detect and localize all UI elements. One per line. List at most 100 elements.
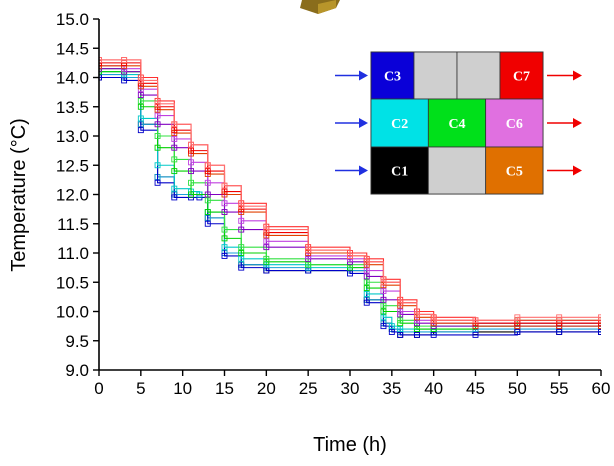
series-point <box>154 121 161 128</box>
series-point <box>380 302 387 309</box>
series-point <box>397 308 404 315</box>
series-point <box>204 220 211 227</box>
series-point <box>238 203 245 210</box>
x-tick-label: 30 <box>341 379 360 398</box>
x-tick-label: 55 <box>550 379 569 398</box>
y-tick-label: 15.0 <box>56 10 89 29</box>
series-point <box>363 258 370 265</box>
series-point <box>188 191 194 198</box>
x-tick-label: 40 <box>424 379 443 398</box>
series-point <box>363 267 370 274</box>
series-point <box>430 317 437 324</box>
series-point <box>380 314 387 321</box>
series-point <box>188 147 194 154</box>
series-point <box>137 77 144 84</box>
flow-arrow-head <box>359 118 368 128</box>
flow-arrow-head <box>573 165 582 176</box>
series-point <box>598 314 601 321</box>
inset-cell <box>370 146 429 195</box>
series-point <box>556 329 563 335</box>
series-point <box>397 331 404 338</box>
series-point <box>204 197 211 204</box>
series-point <box>363 299 370 306</box>
series-point <box>556 314 563 321</box>
x-tick-label: 50 <box>508 379 527 398</box>
flow-arrow-head <box>359 165 368 176</box>
inset-cells: C3 C7 C2 C4 C6 C1 C5 <box>370 51 544 195</box>
inset-cell <box>370 51 415 100</box>
series-point <box>363 291 370 297</box>
inset-cell-label: C6 <box>506 117 523 132</box>
series-line-2 <box>99 76 601 336</box>
x-tick-label: 15 <box>215 379 234 398</box>
x-tick-label: 0 <box>94 379 103 398</box>
series-point <box>188 159 194 166</box>
series-point <box>413 331 420 338</box>
series-point <box>204 162 211 169</box>
flow-arrow-head <box>573 70 582 81</box>
series-point <box>598 329 601 335</box>
series-point <box>380 288 387 294</box>
series-point <box>363 285 370 292</box>
series-point <box>305 247 312 254</box>
y-tick-label: 13.5 <box>56 98 89 117</box>
flow-arrow-head <box>359 70 368 81</box>
series-point <box>221 244 228 251</box>
series-point <box>171 127 178 134</box>
series-line-10 <box>99 59 601 321</box>
series-point <box>397 299 404 306</box>
series-point <box>221 226 228 233</box>
series-point <box>221 188 228 195</box>
series-point <box>204 179 211 186</box>
inset-cell-label: C3 <box>384 70 401 85</box>
series-point <box>380 279 387 286</box>
series-point <box>154 133 161 139</box>
series-point <box>430 331 437 338</box>
series-point <box>188 179 194 186</box>
series-point <box>380 323 387 330</box>
inset-cell <box>427 146 487 195</box>
series-point <box>171 185 178 192</box>
y-tick-label: 10.5 <box>56 273 89 292</box>
x-tick-label: 20 <box>257 379 276 398</box>
y-tick-label: 10.0 <box>56 303 89 322</box>
y-tick-label: 9.5 <box>65 332 89 351</box>
series-point <box>363 273 370 280</box>
series-point <box>263 238 270 245</box>
series-point <box>154 112 161 119</box>
y-tick-label: 9.0 <box>65 361 89 380</box>
series-point <box>514 329 521 335</box>
series-point <box>171 121 178 128</box>
x-tick-label: 35 <box>382 379 401 398</box>
series-point <box>171 194 178 201</box>
inset-cell-label: C5 <box>506 165 523 180</box>
series-point <box>221 200 228 207</box>
series-point <box>380 296 387 303</box>
series-point <box>188 168 194 175</box>
x-tick-label: 5 <box>136 379 145 398</box>
series-line-11 <box>99 59 601 321</box>
series-point <box>263 255 270 262</box>
series-point <box>238 264 245 271</box>
series-point <box>171 135 178 142</box>
series-point <box>413 311 420 318</box>
y-tick-label: 12.5 <box>56 156 89 175</box>
y-tick-label: 11.0 <box>57 244 89 263</box>
series-point <box>137 103 144 110</box>
inset-cell <box>499 51 544 100</box>
series-point <box>121 57 128 63</box>
series-point <box>137 92 144 99</box>
series-point <box>121 77 128 84</box>
inset-cell-label: C7 <box>513 70 530 85</box>
y-tick-label: 13.0 <box>56 127 89 146</box>
inset-cell <box>456 51 501 100</box>
inset-cell-label: C2 <box>391 117 408 132</box>
series-point <box>238 226 245 233</box>
series-point <box>137 115 144 122</box>
y-tick-label: 14.5 <box>56 39 89 58</box>
y-axis-title: Temperature (°C) <box>8 118 30 272</box>
inset-cell <box>485 98 544 148</box>
y-tick-label: 14.0 <box>56 69 89 88</box>
series-point <box>472 331 479 338</box>
inset-schematic: C3 C7 C2 C4 C6 C1 C5 <box>335 51 582 195</box>
